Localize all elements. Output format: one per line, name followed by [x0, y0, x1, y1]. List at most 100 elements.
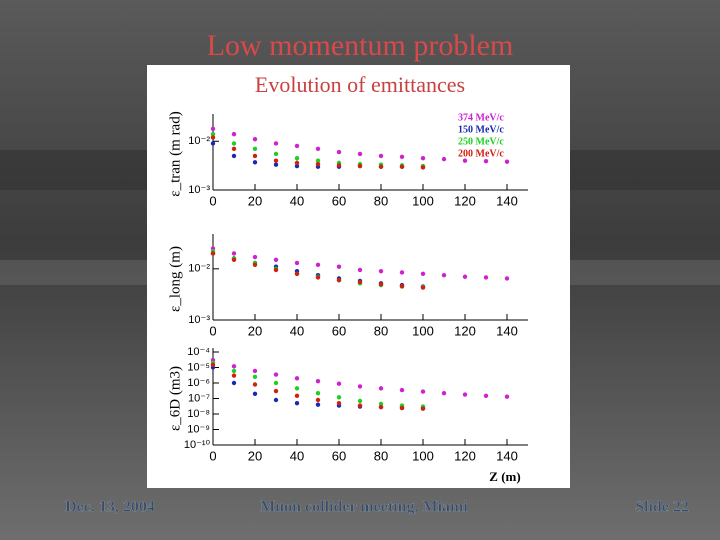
data-point: [231, 153, 237, 159]
data-point: [294, 271, 300, 276]
data-point: [315, 379, 321, 384]
data-point: [273, 397, 279, 403]
footer-date: Dec. 13, 2004: [65, 499, 155, 516]
y-tick-label: 10⁻⁴: [187, 346, 210, 358]
data-point: [294, 163, 300, 169]
data-point: [273, 141, 279, 146]
x-tick-label: 80: [374, 323, 388, 338]
data-point: [273, 267, 279, 273]
data-point: [231, 368, 237, 374]
data-point: [420, 271, 426, 276]
x-tick-label: 20: [248, 323, 262, 338]
y-tick-label: 10⁻⁹: [187, 423, 210, 435]
data-point: [294, 160, 300, 166]
data-point: [252, 160, 258, 165]
data-point: [378, 268, 384, 274]
data-point: [378, 153, 384, 159]
y-tick-label: 10⁻³: [188, 314, 210, 326]
data-point: [273, 388, 279, 394]
data-point: [315, 397, 321, 403]
data-point: [420, 406, 426, 411]
data-point: [231, 364, 237, 369]
data-point: [357, 163, 363, 169]
x-tick-label: 0: [209, 193, 216, 208]
data-point: [252, 374, 258, 380]
data-point: [294, 386, 300, 391]
x-tick-label: 100: [412, 323, 434, 338]
data-point: [504, 276, 510, 281]
data-point: [294, 260, 300, 266]
data-point: [399, 387, 405, 393]
legend-entry: 150 MeV/c: [458, 124, 504, 135]
y-tick-label: 10⁻⁵: [187, 361, 210, 373]
data-point: [252, 368, 258, 374]
data-point: [378, 404, 384, 410]
data-point: [252, 382, 258, 387]
data-point: [378, 386, 384, 391]
y-tick-label: 10⁻⁸: [187, 408, 210, 420]
x-tick-label: 40: [290, 193, 304, 208]
data-point: [294, 400, 300, 406]
data-point: [357, 403, 363, 408]
data-point: [357, 398, 363, 404]
data-point: [420, 285, 426, 290]
data-point: [210, 126, 216, 132]
data-point: [399, 164, 405, 169]
legend-entry: 374 MeV/c: [458, 112, 504, 123]
slide-title: Low momentum problem: [207, 29, 514, 62]
data-point: [231, 251, 237, 256]
data-point: [357, 151, 363, 157]
chart-title: Evolution of emittances: [255, 72, 465, 97]
data-point: [294, 155, 300, 161]
data-point: [336, 264, 342, 269]
data-point: [462, 392, 468, 397]
x-tick-label: 80: [374, 193, 388, 208]
data-point: [504, 159, 510, 164]
legend-entry: 200 MeV/c: [458, 148, 504, 159]
data-point: [483, 275, 489, 280]
data-point: [231, 131, 237, 137]
y-tick-label: 10⁻³: [188, 184, 210, 196]
data-point: [441, 390, 447, 396]
data-point: [336, 381, 342, 386]
data-point: [357, 267, 363, 273]
data-point: [294, 376, 300, 381]
data-point: [210, 131, 216, 137]
data-point: [252, 153, 258, 159]
data-point: [336, 395, 342, 400]
data-point: [273, 372, 279, 377]
data-point: [420, 155, 426, 161]
data-point: [210, 362, 216, 367]
data-point: [420, 389, 426, 394]
x-tick-label: 0: [209, 323, 216, 338]
data-point: [336, 277, 342, 283]
x-tick-label: 60: [332, 323, 346, 338]
x-tick-label: 140: [496, 323, 518, 338]
x-tick-label: 60: [332, 193, 346, 208]
y-tick-label: 10⁻¹⁰: [184, 439, 211, 451]
legend-entry: 250 MeV/c: [458, 136, 504, 147]
x-tick-label: 20: [248, 193, 262, 208]
data-point: [294, 143, 300, 149]
data-point: [315, 262, 321, 267]
data-point: [210, 135, 216, 140]
x-tick-label: 80: [374, 448, 388, 463]
data-point: [462, 274, 468, 279]
data-point: [336, 149, 342, 155]
data-point: [273, 158, 279, 163]
x-tick-label: 0: [209, 448, 216, 463]
data-point: [210, 251, 216, 256]
data-point: [441, 156, 447, 162]
data-point: [378, 164, 384, 169]
x-tick-label: 20: [248, 448, 262, 463]
data-point: [483, 158, 489, 164]
x-tick-label: 40: [290, 323, 304, 338]
data-point: [315, 402, 321, 407]
x-tick-label: 100: [412, 193, 434, 208]
data-point: [252, 137, 258, 142]
data-point: [315, 146, 321, 152]
data-point: [315, 275, 321, 280]
x-tick-label: 140: [496, 193, 518, 208]
